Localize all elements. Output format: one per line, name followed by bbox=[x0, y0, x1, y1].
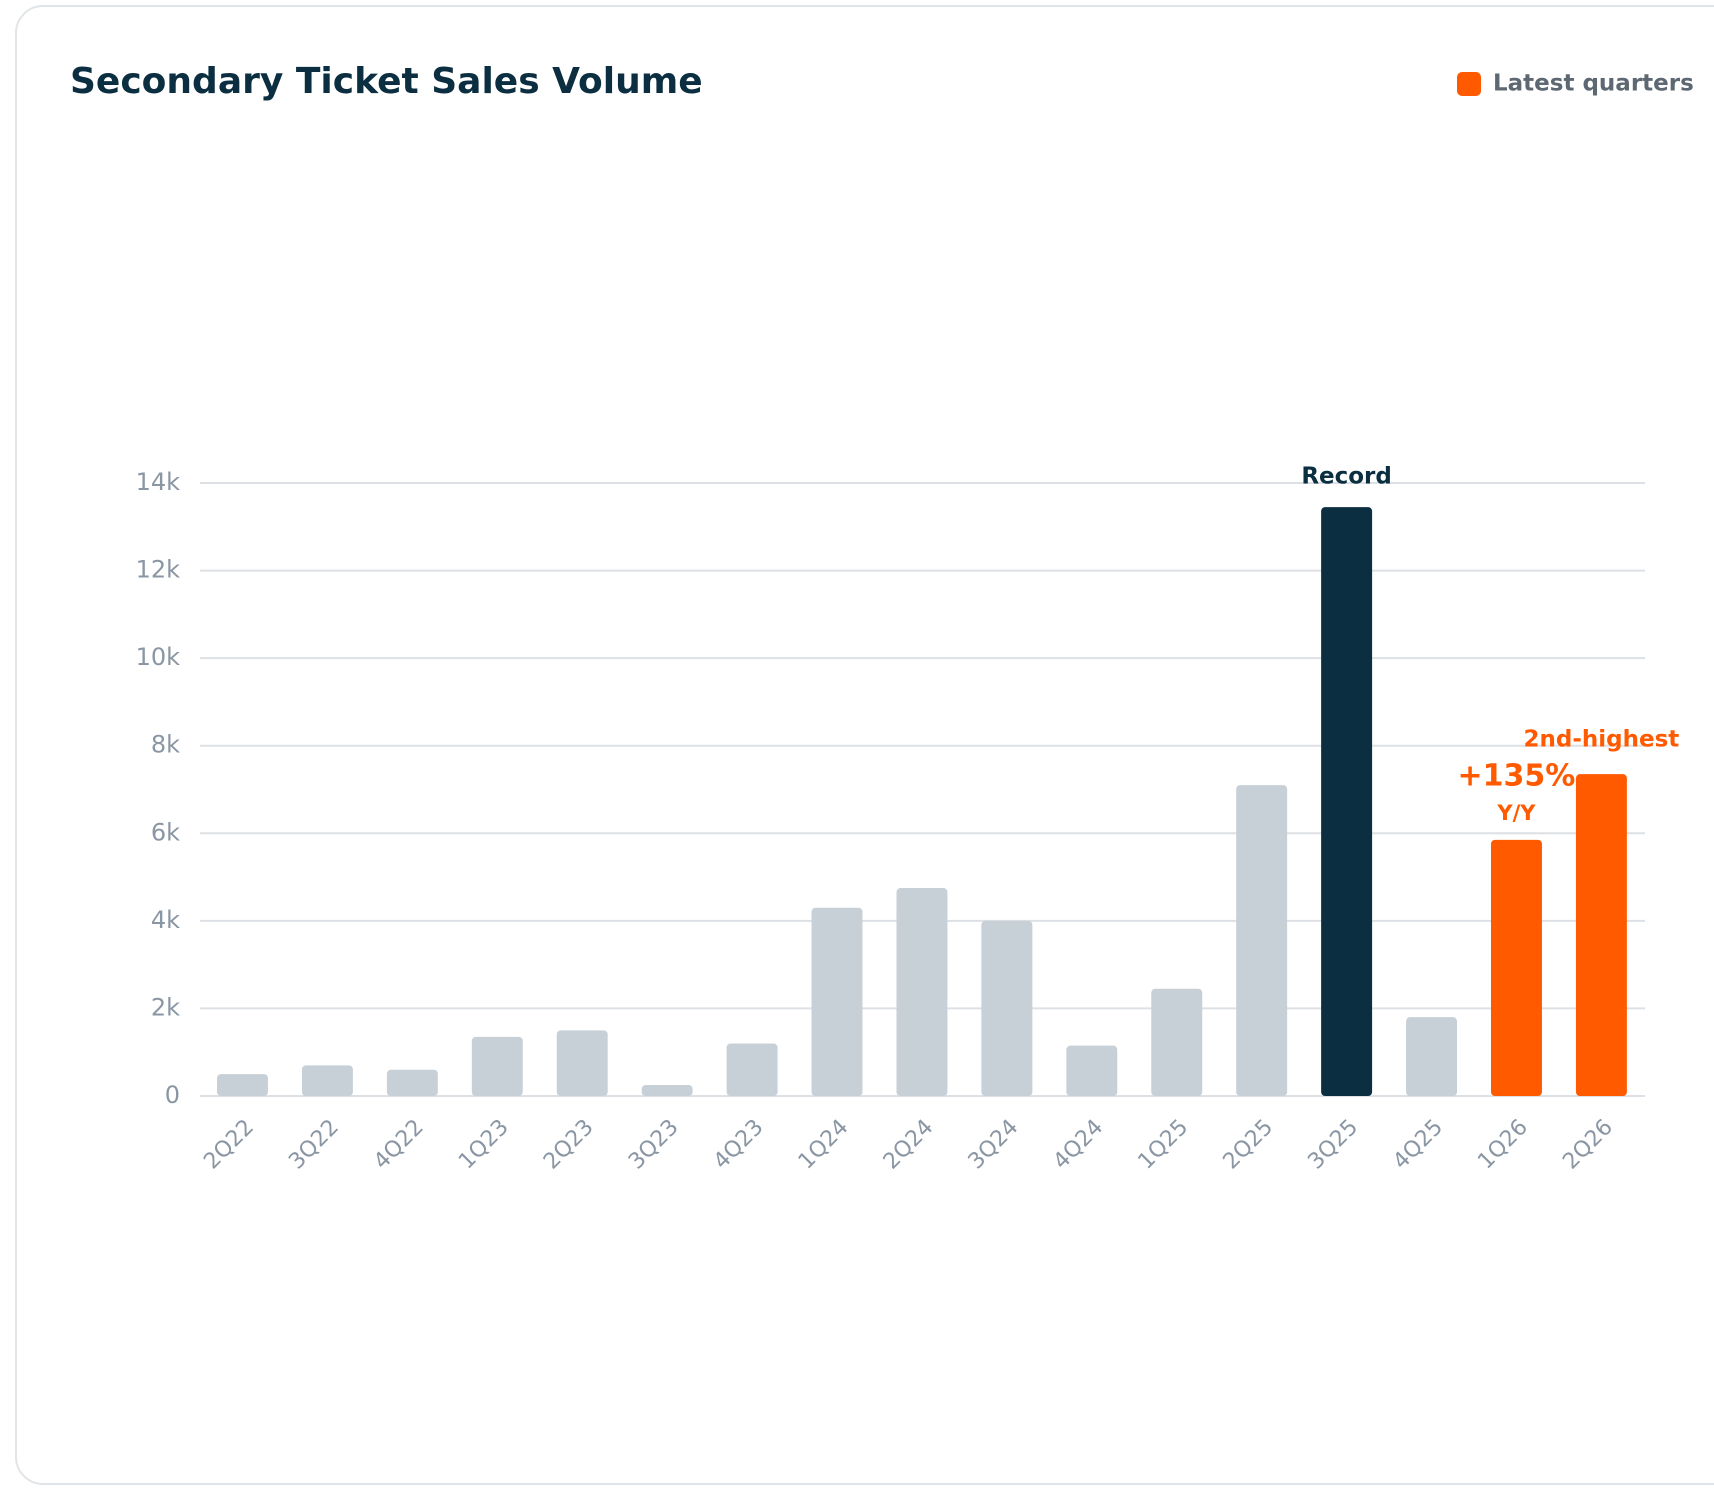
x-tick-label: 1Q24 bbox=[794, 1115, 854, 1175]
y-tick-label: 8k bbox=[151, 731, 180, 759]
annotation: 2nd-highest bbox=[1524, 727, 1680, 753]
bar bbox=[556, 1030, 608, 1096]
bar bbox=[1321, 507, 1373, 1096]
y-tick-label: 6k bbox=[151, 818, 180, 846]
annotation: Y/Y bbox=[1496, 801, 1536, 825]
x-tick-label: 4Q25 bbox=[1388, 1115, 1448, 1175]
bar bbox=[726, 1043, 778, 1096]
y-tick-label: 0 bbox=[165, 1081, 180, 1109]
x-tick-label: 2Q26 bbox=[1558, 1115, 1618, 1175]
bar bbox=[1575, 774, 1627, 1096]
x-tick-label: 1Q26 bbox=[1473, 1115, 1533, 1175]
x-tick-label: 3Q25 bbox=[1303, 1115, 1363, 1175]
annotation: +135% bbox=[1458, 758, 1576, 793]
legend-label: Latest quarters bbox=[1493, 71, 1694, 97]
x-tick-label: 2Q23 bbox=[539, 1115, 599, 1175]
x-tick-label: 1Q25 bbox=[1134, 1115, 1194, 1175]
y-tick-label: 10k bbox=[136, 643, 181, 671]
bar bbox=[301, 1065, 353, 1096]
bar bbox=[981, 920, 1033, 1096]
bar bbox=[641, 1085, 693, 1096]
x-tick-label: 3Q24 bbox=[964, 1115, 1024, 1175]
bar bbox=[1066, 1045, 1118, 1096]
chart-title: Secondary Ticket Sales Volume bbox=[70, 61, 703, 102]
x-tick-label: 4Q24 bbox=[1049, 1115, 1109, 1175]
bar bbox=[1490, 839, 1542, 1096]
x-tick-label: 1Q23 bbox=[454, 1115, 514, 1175]
y-tick-label: 2k bbox=[151, 993, 180, 1021]
bar bbox=[896, 888, 948, 1096]
x-tick-label: 4Q23 bbox=[709, 1115, 769, 1175]
x-tick-label: 2Q22 bbox=[199, 1115, 259, 1175]
y-tick-label: 12k bbox=[136, 556, 181, 584]
x-tick-label: 3Q22 bbox=[284, 1115, 344, 1175]
bar bbox=[217, 1074, 268, 1096]
x-tick-label: 3Q23 bbox=[624, 1115, 684, 1175]
bar bbox=[1236, 785, 1288, 1096]
bar bbox=[1406, 1017, 1458, 1096]
bar bbox=[811, 907, 863, 1096]
x-tick-label: 4Q22 bbox=[369, 1115, 429, 1175]
y-tick-label: 4k bbox=[151, 906, 180, 934]
bar bbox=[471, 1036, 523, 1096]
bar bbox=[386, 1069, 438, 1096]
x-tick-label: 2Q24 bbox=[879, 1115, 939, 1175]
x-tick-label: 2Q25 bbox=[1219, 1115, 1279, 1175]
y-tick-label: 14k bbox=[136, 468, 181, 496]
bar bbox=[1151, 988, 1203, 1096]
legend-swatch bbox=[1457, 72, 1481, 96]
card bbox=[15, 5, 1714, 1485]
annotation: Record bbox=[1301, 464, 1392, 490]
